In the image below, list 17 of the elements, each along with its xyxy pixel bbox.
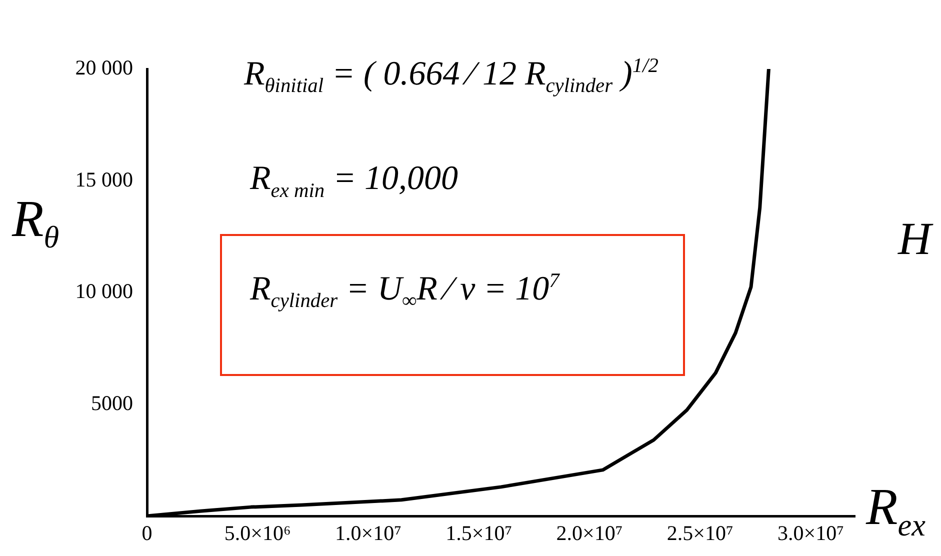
y-tick-label: 20 000 [75,56,133,80]
x-tick-label: 3.0×10⁷ [778,521,844,546]
y-axis-title: R$_{θ}$ [12,190,60,256]
annotation: R$_{ex min}$ = 10,000 [250,160,458,203]
y-tick-label: 15 000 [75,167,133,192]
x-tick-label: 2.0×10⁷ [556,521,623,546]
x-tick-label: 1.0×10⁷ [335,521,402,546]
x-axis-title: R$_{ex}$ [866,478,926,544]
y-tick-label: 5000 [91,390,133,415]
text: H [898,212,932,265]
annotation: R$_{cylinder}$ = U$_{∞}$R ⁄ ν = 10$^{7}$ [250,270,560,314]
x-tick-label: 5.0×10⁶ [224,521,291,546]
x-tick-label: 0 [142,521,152,546]
x-tick-label: 1.5×10⁷ [446,521,512,546]
y-tick-label: 10 000 [75,279,133,304]
annotation: R$_{θinitial}$ = ( 0.664 ⁄ 12 R$_{cylinder}$ )$^{1/2}$ [244,55,658,98]
x-tick-label: 2.5×10⁷ [666,521,734,546]
